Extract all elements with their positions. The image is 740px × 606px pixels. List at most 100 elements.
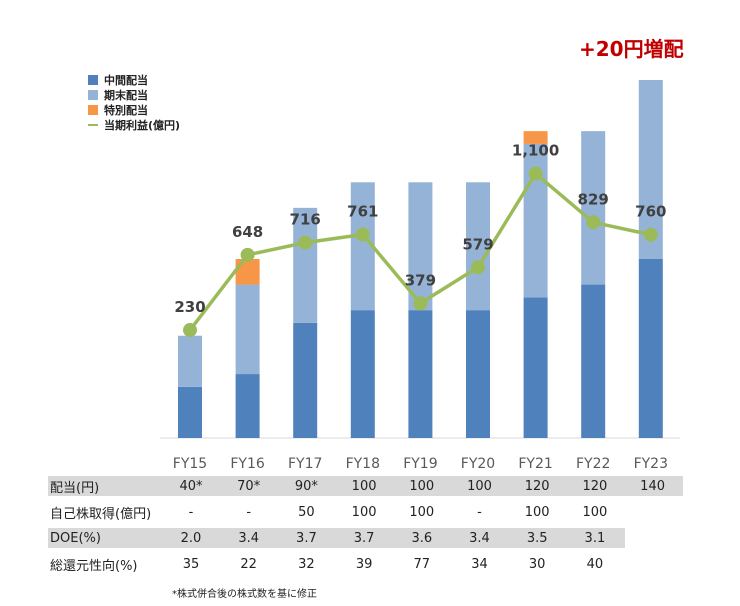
profit-data-label: 760 <box>635 203 666 221</box>
legend-swatch-special <box>88 104 98 115</box>
cell: 35 <box>182 556 200 572</box>
profit-data-label: 1,100 <box>512 142 559 160</box>
bar-yearend-fy15 <box>178 335 202 387</box>
profit-point-fy21 <box>528 166 543 181</box>
dividend-chart: FY15 FY16 FY17 FY18 FY19 FY20 FY21 FY22 FY23 230 6… <box>160 80 680 470</box>
cell: 120 <box>524 478 550 494</box>
bar-yearend-fy17 <box>293 207 318 323</box>
profit-data-label: 379 <box>405 271 436 289</box>
bar-interim-fy19 <box>408 310 433 438</box>
profit-point-fy19 <box>413 296 428 311</box>
table-row-buyback: 自己株取得(億円) - - 50 100 100 - 100 100 <box>48 502 625 522</box>
bar-interim-fy21 <box>523 297 548 438</box>
x-tick-label: FY20 <box>461 456 495 470</box>
cell: 70* <box>237 478 261 494</box>
x-tick-label: FY19 <box>403 456 437 470</box>
cell: - <box>477 504 482 520</box>
x-tick-label: FY16 <box>230 456 265 470</box>
bar-special-fy16 <box>235 259 260 285</box>
profit-data-label: 579 <box>462 235 493 253</box>
bar-special-fy21 <box>523 131 548 144</box>
cell: 100 <box>524 504 550 520</box>
cell: 77 <box>413 556 431 572</box>
legend-item-profit: 当期利益(億円) <box>88 117 180 132</box>
cell: 100 <box>582 504 608 520</box>
cell: 32 <box>298 556 315 572</box>
cell: 120 <box>582 478 608 494</box>
cell: 50 <box>298 504 315 520</box>
legend-item-interim: 中間配当 <box>88 72 180 87</box>
profit-point-fy22 <box>586 215 601 230</box>
bar-interim-fy15 <box>178 386 202 438</box>
cell: 34 <box>471 556 488 572</box>
bar-interim-fy23 <box>638 259 663 438</box>
bar-interim-fy17 <box>293 322 318 438</box>
cell: 40 <box>586 556 604 572</box>
profit-point-fy15 <box>183 323 197 338</box>
x-tick-label: FY18 <box>346 456 380 470</box>
bar-interim-fy20 <box>466 310 490 438</box>
profit-data-label: 230 <box>174 298 205 316</box>
x-tick-label: FY23 <box>634 456 668 470</box>
table-row-doe: DOE(%) 2.0 3.4 3.7 3.7 3.6 3.4 3.5 3.1 <box>48 528 625 548</box>
x-tick-label: FY22 <box>576 456 610 470</box>
cell: 100 <box>409 478 435 494</box>
cell: 140 <box>640 478 665 494</box>
legend-swatch-profit <box>88 123 98 126</box>
row-label-doe: DOE(%) <box>50 530 101 546</box>
row-label-buyback: 自己株取得(億円) <box>50 506 152 522</box>
legend: 中間配当 期末配当 特別配当 当期利益(億円) <box>88 72 180 132</box>
cell: 40* <box>179 478 203 494</box>
bar-yearend-fy19 <box>408 182 433 311</box>
cell: 3.7 <box>296 530 317 546</box>
bar-yearend-fy20 <box>466 182 490 311</box>
cell: 90* <box>294 478 318 494</box>
cell: 3.7 <box>353 530 375 546</box>
x-tick-label: FY17 <box>288 456 322 470</box>
table-row-total-return: 総還元性向(%) 35 22 32 39 77 34 30 40 <box>48 554 625 574</box>
profit-point-fy17 <box>298 235 313 250</box>
cell: 3.5 <box>526 530 548 546</box>
profit-data-label: 761 <box>347 203 378 221</box>
cell: - <box>246 504 252 520</box>
cell: 3.1 <box>584 530 606 546</box>
cell: 2.0 <box>180 530 202 546</box>
row-label-dividend: 配当(円) <box>50 480 100 496</box>
bar-interim-fy16 <box>235 374 260 438</box>
cell: - <box>188 504 194 520</box>
profit-data-label: 829 <box>578 190 609 208</box>
bar-yearend-fy16 <box>235 284 260 375</box>
x-tick-label: FY21 <box>518 456 552 470</box>
cell: 22 <box>240 556 257 572</box>
legend-label-yearend: 期末配当 <box>104 88 148 102</box>
cell: 100 <box>351 478 377 494</box>
cell: 3.4 <box>469 530 490 546</box>
footnote: *株式併合後の株式数を基に修正 <box>172 589 317 600</box>
legend-label-special: 特別配当 <box>104 103 148 117</box>
legend-label-profit: 当期利益(億円) <box>104 118 181 132</box>
cell: 3.6 <box>411 530 433 546</box>
bar-interim-fy22 <box>581 284 606 438</box>
profit-point-fy16 <box>240 247 255 262</box>
headline-dividend-increase: +20円増配 <box>579 37 684 61</box>
bar-interim-fy18 <box>350 310 375 438</box>
bar-yearend-fy22 <box>581 131 606 285</box>
legend-item-yearend: 期末配当 <box>88 87 180 102</box>
profit-point-fy18 <box>355 227 370 242</box>
cell: 100 <box>409 504 435 520</box>
cell: 30 <box>528 556 546 572</box>
row-label-total-return: 総還元性向(%) <box>50 558 138 574</box>
cell: 3.4 <box>238 530 260 546</box>
legend-label-interim: 中間配当 <box>104 73 148 87</box>
legend-swatch-yearend <box>88 89 98 100</box>
table-row-dividend: 配当(円) 40* 70* 90* 100 100 100 120 120 14… <box>48 476 683 496</box>
profit-point-fy20 <box>471 260 485 275</box>
cell: 100 <box>351 504 377 520</box>
profit-point-fy23 <box>643 227 658 242</box>
x-tick-label: FY15 <box>173 456 207 470</box>
cell: 100 <box>467 478 492 494</box>
profit-data-label: 716 <box>290 211 321 229</box>
legend-item-special: 特別配当 <box>88 102 180 117</box>
profit-data-label: 648 <box>232 223 263 241</box>
cell: 39 <box>355 556 373 572</box>
